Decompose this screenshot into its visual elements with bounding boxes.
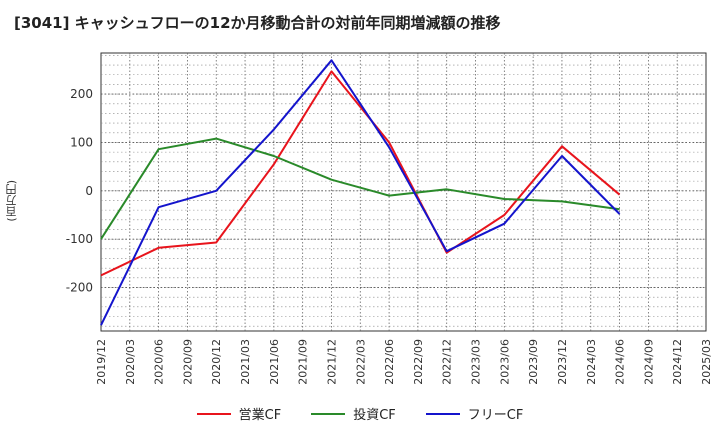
x-tick-label: 2025/03 [700, 339, 713, 385]
x-tick-label: 2024/09 [642, 339, 655, 385]
y-tick-label: 100 [70, 135, 93, 149]
x-tick-label: 2020/03 [124, 339, 137, 385]
x-tick-label: 2022/06 [383, 339, 396, 385]
x-tick-label: 2021/09 [297, 339, 310, 385]
x-tick-label: 2022/09 [412, 339, 425, 385]
legend-label-free-cf: フリーCF [467, 408, 524, 423]
y-tick-label: -100 [66, 232, 93, 246]
x-tick-label: 2023/12 [556, 339, 569, 385]
series-line-1 [100, 137, 620, 240]
x-tick-label: 2024/06 [614, 339, 627, 385]
legend-item-free-cf: フリーCF [425, 404, 524, 423]
legend-swatch-investing-cf [311, 412, 346, 415]
x-tick-label: 2021/12 [325, 339, 338, 385]
legend-label-operating-cf: 営業CF [238, 408, 282, 423]
plot-area [100, 52, 707, 332]
x-tick-label: 2022/12 [441, 339, 454, 385]
legend-swatch-operating-cf [196, 412, 231, 415]
legend-swatch-free-cf [425, 412, 460, 415]
y-tick-label: 200 [70, 87, 93, 101]
y-tick-label: -200 [66, 280, 93, 294]
chart-title: [3041] キャッシュフローの12か月移動合計の対前年同期増減額の推移 [14, 14, 501, 32]
legend-item-investing-cf: 投資CF [311, 404, 396, 423]
series-line-0 [100, 70, 621, 277]
x-tick-label: 2020/12 [210, 339, 223, 385]
x-tick-label: 2021/06 [268, 339, 281, 385]
legend: 営業CF 投資CF フリーCF [0, 404, 720, 423]
x-tick-label: 2024/03 [585, 339, 598, 385]
series-line-2 [100, 59, 621, 326]
x-tick-label: 2020/09 [181, 339, 194, 385]
x-tick-label: 2023/03 [470, 339, 483, 385]
x-tick-label: 2023/06 [498, 339, 511, 385]
x-tick-label: 2024/12 [671, 339, 684, 385]
x-tick-label: 2021/03 [239, 339, 252, 385]
legend-label-investing-cf: 投資CF [353, 408, 396, 423]
x-tick-label: 2020/06 [153, 339, 166, 385]
x-tick-label: 2023/09 [527, 339, 540, 385]
x-tick-label: 2019/12 [95, 339, 108, 385]
legend-item-operating-cf: 営業CF [196, 404, 282, 423]
x-tick-label: 2022/03 [354, 339, 367, 385]
y-tick-label: 0 [85, 184, 93, 198]
